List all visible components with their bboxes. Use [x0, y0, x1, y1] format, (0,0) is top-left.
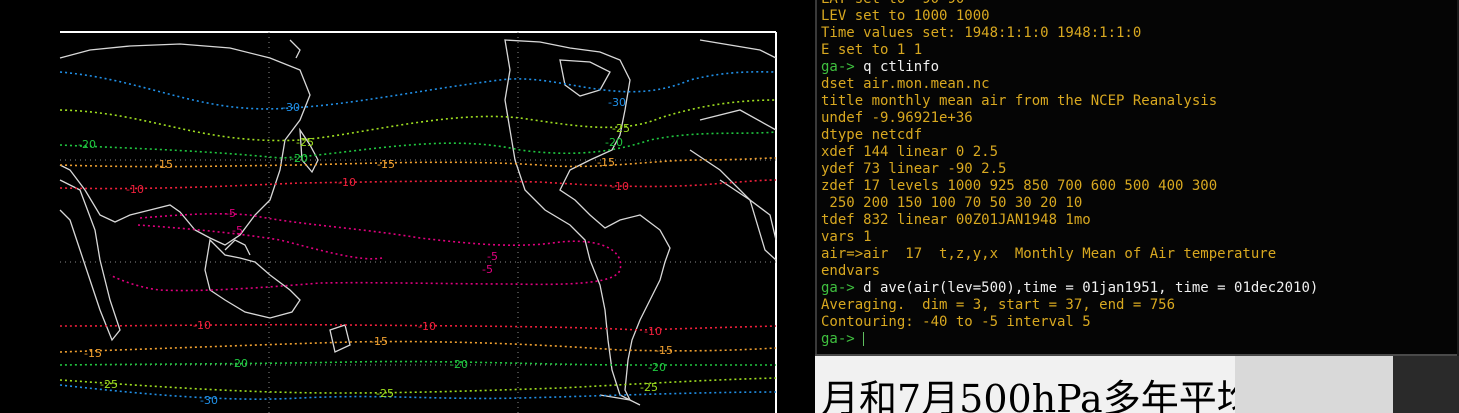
- contour-minus30-south: [59, 384, 777, 400]
- terminal-output-line: vars 1: [821, 229, 872, 245]
- terminal-command-text: [855, 331, 863, 347]
- document-margin: [1235, 356, 1393, 413]
- document-heading: 月和7月500hPa多年平均: [821, 377, 1235, 413]
- contour-minus10: [59, 179, 777, 190]
- contour-minus15: [59, 157, 777, 168]
- label-n20-f: -20: [648, 361, 666, 374]
- grid-lines: [60, 32, 776, 413]
- label-n10-a: -10: [126, 183, 144, 196]
- label-n10-f: -10: [644, 325, 662, 338]
- label-n20-a: -20: [78, 138, 96, 151]
- terminal-prompt: ga->: [821, 331, 855, 347]
- label-n15-c: -15: [597, 156, 615, 169]
- contour-minus25-south: [59, 377, 777, 394]
- grads-plot-window: -30 -30 -30 -25 -25 -25 -25 -25 -20 -20 …: [59, 31, 777, 413]
- label-n15-e: -15: [370, 335, 388, 348]
- terminal-output-line: tdef 832 linear 00Z01JAN1948 1mo: [821, 212, 1091, 228]
- terminal-command-text: d ave(air(lev=500),time = 01jan1951, tim…: [854, 280, 1319, 296]
- contour-minus25: [59, 99, 777, 142]
- terminal-output-line: ydef 73 linear -90 2.5: [821, 161, 1007, 177]
- terminal-output-line: LEV set to 1000 1000: [821, 8, 990, 24]
- label-n10-b: -10: [338, 176, 356, 189]
- label-n5-d: -5: [482, 263, 493, 276]
- terminal-output-line: 250 200 150 100 70 50 30 20 10: [821, 195, 1083, 211]
- terminal-prompt: ga->: [821, 280, 855, 296]
- label-n5-b: -5: [232, 224, 243, 237]
- terminal-bottom-border: [815, 354, 1459, 356]
- terminal-command-text: q ctlinfo: [854, 59, 940, 75]
- terminal-output-line: xdef 144 linear 0 2.5: [821, 144, 999, 160]
- label-n15-b: -15: [377, 158, 395, 171]
- contour-minus20-south: [59, 360, 776, 366]
- terminal-output-line: Time values set: 1948:1:1:0 1948:1:1:0: [821, 25, 1142, 41]
- label-n20-b: -20: [290, 152, 308, 165]
- terminal-output-line: endvars: [821, 263, 881, 279]
- label-n20-c: -20: [605, 136, 623, 149]
- label-n25-b: -25: [612, 122, 630, 135]
- window-edge: [1457, 0, 1459, 356]
- terminal-output-line: undef -9.96921e+36: [821, 110, 973, 126]
- terminal-output-line: Averaging. dim = 3, start = 37, end = 75…: [821, 297, 1176, 313]
- terminal-output-line: dset air.mon.mean.nc: [821, 76, 990, 92]
- label-n5-c: -5: [487, 250, 498, 263]
- contour-minus10-south: [59, 323, 777, 331]
- contour-lines: [59, 71, 777, 400]
- label-n15-f: -15: [655, 344, 673, 357]
- terminal-output-line: dtype netcdf: [821, 127, 923, 143]
- contour-minus30: [59, 71, 777, 110]
- label-n30-b: -30: [608, 96, 626, 109]
- terminal-output-line: E set to 1 1: [821, 42, 923, 58]
- label-n15-d: -15: [84, 347, 102, 360]
- document-background: 月和7月500hPa多年平均: [815, 356, 1235, 413]
- contour-labels: -30 -30 -30 -25 -25 -25 -25 -25 -20 -20 …: [78, 96, 673, 407]
- terminal-command-line: ga-> q ctlinfo: [821, 59, 939, 76]
- label-n10-d: -10: [193, 319, 211, 332]
- label-n10-e: -10: [418, 320, 436, 333]
- terminal-output-line: zdef 17 levels 1000 925 850 700 600 500 …: [821, 178, 1218, 194]
- label-n5-a: -5: [225, 207, 236, 220]
- label-n25-e: -25: [640, 381, 658, 394]
- terminal-output-line: title monthly mean air from the NCEP Rea…: [821, 93, 1218, 109]
- terminal-cursor[interactable]: [863, 332, 865, 346]
- terminal-output-line: air=>air 17 t,z,y,x Monthly Mean of Air …: [821, 246, 1277, 262]
- terminal-command-line: ga->: [821, 331, 865, 348]
- label-n25-a: -25: [296, 136, 314, 149]
- label-n15-a: -15: [155, 158, 173, 171]
- desktop-background: [1393, 356, 1459, 413]
- contour-minus5-inner: [137, 224, 383, 260]
- terminal-command-line: ga-> d ave(air(lev=500),time = 01jan1951…: [821, 280, 1318, 297]
- terminal-output-line: LAT set to -90 90: [821, 0, 964, 8]
- label-n20-d: -20: [230, 357, 248, 370]
- contour-minus15-south: [59, 340, 777, 353]
- grads-terminal[interactable]: LAT set to -90 90LEV set to 1000 1000Tim…: [815, 0, 1459, 354]
- label-n25-c: -25: [100, 378, 118, 391]
- label-n30-c: -30: [200, 394, 218, 407]
- contour-minus20: [59, 131, 777, 159]
- terminal-prompt: ga->: [821, 59, 855, 75]
- label-n25-d: -25: [376, 387, 394, 400]
- label-n30-a: -30: [282, 101, 300, 114]
- label-n10-c: -10: [611, 180, 629, 193]
- contour-map: -30 -30 -30 -25 -25 -25 -25 -25 -20 -20 …: [59, 31, 777, 413]
- label-n20-e: -20: [450, 358, 468, 371]
- contour-minus5: [109, 212, 622, 292]
- terminal-output-line: Contouring: -40 to -5 interval 5: [821, 314, 1091, 330]
